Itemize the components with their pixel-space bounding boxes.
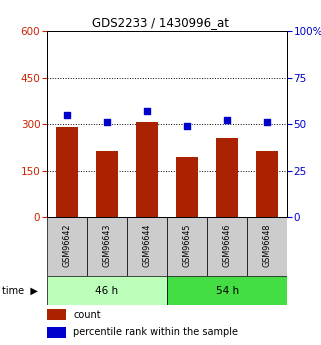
Bar — [167, 217, 207, 276]
Text: GDS2233 / 1430996_at: GDS2233 / 1430996_at — [92, 16, 229, 29]
Point — [184, 123, 189, 129]
Bar — [256, 150, 278, 217]
Bar — [56, 127, 78, 217]
Bar — [47, 276, 167, 305]
Text: GSM96644: GSM96644 — [142, 224, 152, 267]
Bar — [216, 138, 238, 217]
Text: GSM96646: GSM96646 — [222, 224, 232, 267]
Text: GSM96648: GSM96648 — [263, 224, 272, 267]
Text: GSM96643: GSM96643 — [102, 224, 111, 267]
Text: percentile rank within the sample: percentile rank within the sample — [73, 327, 238, 337]
Bar — [167, 276, 287, 305]
Text: count: count — [73, 310, 101, 320]
Bar — [207, 217, 247, 276]
Point — [104, 120, 109, 125]
Text: GSM96645: GSM96645 — [182, 224, 192, 267]
Point — [64, 112, 69, 118]
Bar — [176, 157, 198, 217]
Bar — [47, 309, 66, 321]
Bar — [136, 122, 158, 217]
Bar — [87, 217, 127, 276]
Point — [144, 108, 149, 114]
Bar — [47, 217, 87, 276]
Point — [265, 120, 270, 125]
Bar — [127, 217, 167, 276]
Text: GSM96642: GSM96642 — [62, 224, 71, 267]
Text: 46 h: 46 h — [95, 286, 118, 296]
Text: 54 h: 54 h — [215, 286, 239, 296]
Bar — [247, 217, 287, 276]
Bar — [96, 150, 118, 217]
Text: time  ▶: time ▶ — [2, 286, 38, 296]
Bar — [47, 327, 66, 338]
Point — [224, 118, 230, 123]
